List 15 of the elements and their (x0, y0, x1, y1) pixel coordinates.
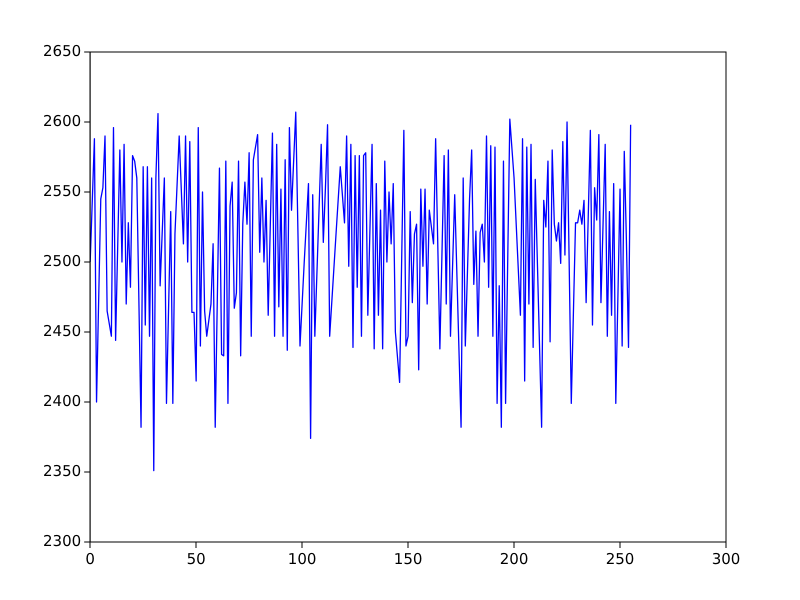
x-tick-label: 50 (186, 550, 206, 568)
y-tick-label: 2350 (42, 462, 82, 480)
y-tick-label: 2300 (42, 532, 82, 550)
y-tick-label: 2600 (42, 112, 82, 130)
x-tick-label: 150 (394, 550, 422, 568)
x-tick-label: 300 (712, 550, 740, 568)
y-tick-label: 2650 (42, 42, 82, 60)
x-tick-label: 100 (288, 550, 316, 568)
y-tick-label: 2550 (42, 182, 82, 200)
x-tick-label: 250 (606, 550, 634, 568)
x-tick-label: 0 (85, 550, 95, 568)
x-tick-label: 200 (500, 550, 528, 568)
y-tick-label: 2400 (42, 392, 82, 410)
y-tick-label: 2450 (42, 322, 82, 340)
y-tick-label: 2500 (42, 252, 82, 270)
